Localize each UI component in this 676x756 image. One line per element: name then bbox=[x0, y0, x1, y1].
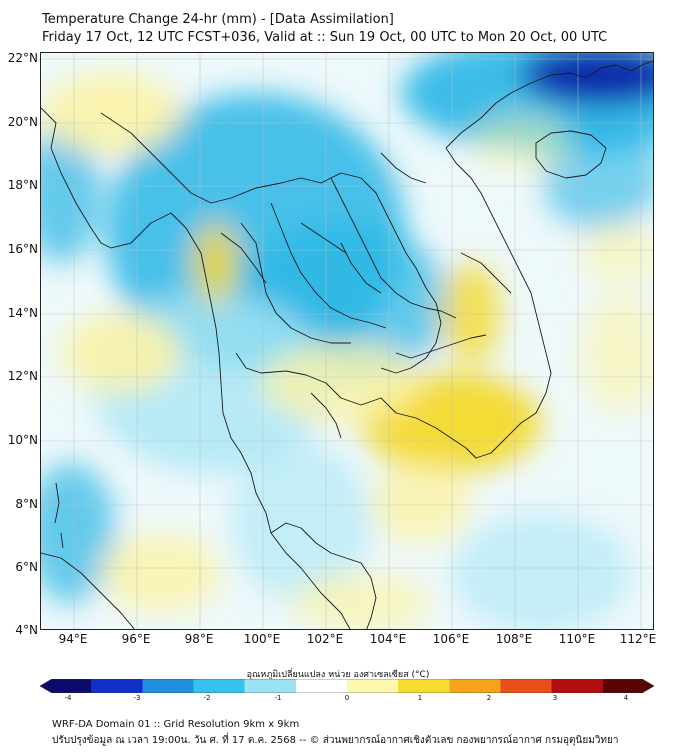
colorbar-tick: 1 bbox=[417, 694, 423, 702]
colorbar-bar bbox=[40, 679, 654, 693]
footer-credit: ปรับปรุงข้อมูล ณ เวลา 19:00น. วัน ศ. ที่… bbox=[52, 735, 619, 746]
lon-label-108: 108°E bbox=[495, 632, 533, 646]
lat-label-16: 16°N bbox=[7, 242, 38, 256]
field-blobs bbox=[41, 53, 653, 629]
lat-label-10: 10°N bbox=[7, 433, 38, 447]
lon-label-106: 106°E bbox=[432, 632, 470, 646]
map-title: Temperature Change 24-hr (mm) - [Data As… bbox=[42, 12, 394, 27]
colorbar-tick: -2 bbox=[203, 694, 211, 702]
colorbar-tick: 0 bbox=[344, 694, 350, 702]
lat-label-8: 8°N bbox=[15, 497, 38, 511]
colorbar-tick: -4 bbox=[64, 694, 72, 702]
lon-label-96: 96°E bbox=[121, 632, 151, 646]
lat-label-4: 4°N bbox=[15, 623, 38, 637]
lon-label-94: 94°E bbox=[58, 632, 88, 646]
lat-label-14: 14°N bbox=[7, 306, 38, 320]
coastlines bbox=[41, 60, 653, 629]
lat-label-12: 12°N bbox=[7, 369, 38, 383]
lon-label-100: 100°E bbox=[243, 632, 281, 646]
colorbar bbox=[40, 679, 654, 693]
lon-label-110: 110°E bbox=[558, 632, 596, 646]
lat-label-20: 20°N bbox=[7, 115, 38, 129]
colorbar-tick: 2 bbox=[486, 694, 492, 702]
footer-model-info: WRF-DA Domain 01 :: Grid Resolution 9km … bbox=[52, 719, 300, 730]
graticule bbox=[41, 53, 653, 629]
lon-label-98: 98°E bbox=[184, 632, 214, 646]
lat-label-22: 22°N bbox=[7, 51, 38, 65]
colorbar-tick: 4 bbox=[623, 694, 629, 702]
map-subtitle: Friday 17 Oct, 12 UTC FCST+036, Valid at… bbox=[42, 30, 608, 45]
lon-label-104: 104°E bbox=[369, 632, 407, 646]
colorbar-tick: 3 bbox=[552, 694, 558, 702]
lat-label-6: 6°N bbox=[15, 560, 38, 574]
colorbar-tick: -1 bbox=[274, 694, 282, 702]
map-plot-area bbox=[40, 52, 654, 630]
colorbar-tick: -3 bbox=[133, 694, 141, 702]
lat-label-18: 18°N bbox=[7, 178, 38, 192]
lon-label-112: 112°E bbox=[619, 632, 657, 646]
lon-label-102: 102°E bbox=[306, 632, 344, 646]
temperature-field-map bbox=[41, 53, 653, 629]
colorbar-title: อุณหภูมิเปลี่ยนแปลง หน่วย องศาเซลเซียส (… bbox=[246, 670, 430, 680]
